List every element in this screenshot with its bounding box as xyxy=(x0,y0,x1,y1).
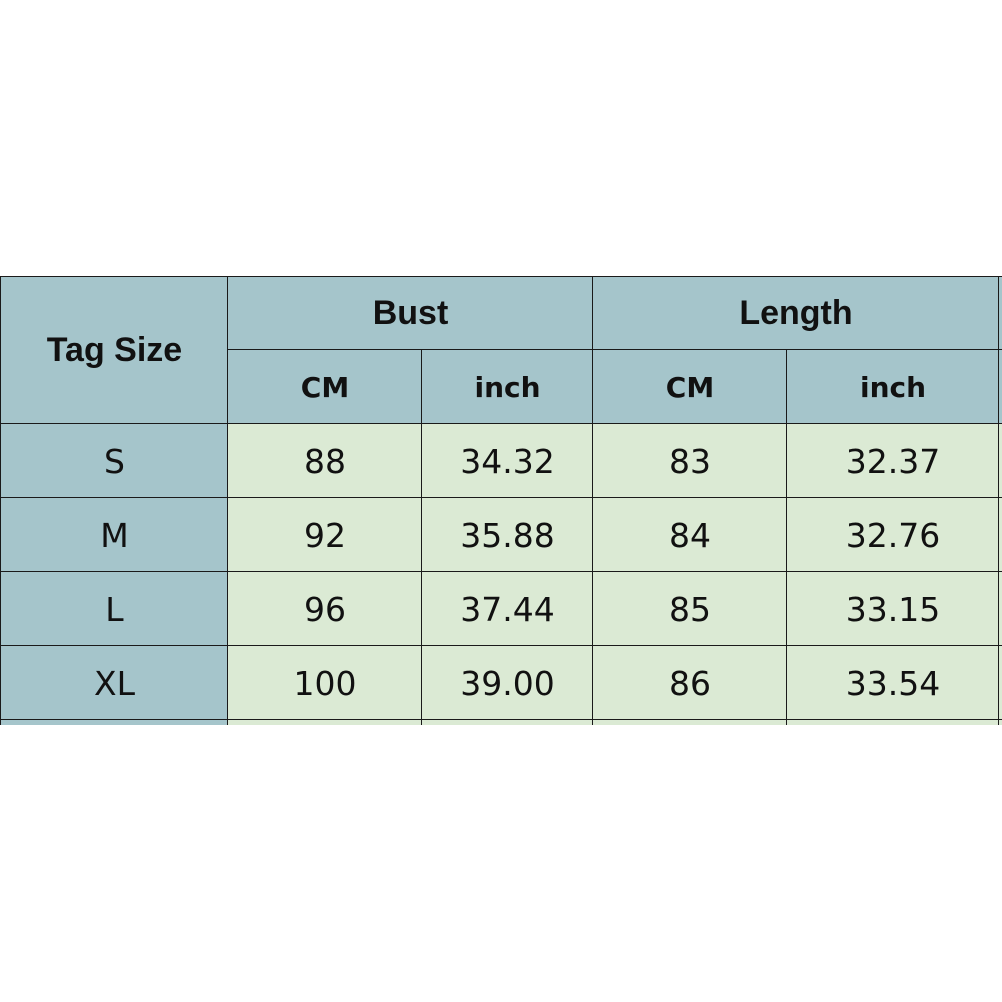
cell-bust-cm xyxy=(227,719,423,725)
cell-extra xyxy=(998,571,1002,647)
header-extra xyxy=(998,349,1002,425)
header-length-inch: inch xyxy=(786,349,1000,425)
header-extra xyxy=(998,276,1002,351)
cell-size: S xyxy=(0,423,229,499)
cell-length-cm: 85 xyxy=(592,571,788,647)
cell-length-cm xyxy=(592,719,788,725)
cell-bust-inch: 39.00 xyxy=(421,645,594,721)
header-length-cm: CM xyxy=(592,349,788,425)
cell-length-cm: 83 xyxy=(592,423,788,499)
cell-bust-inch: 37.44 xyxy=(421,571,594,647)
cell-length-cm: 86 xyxy=(592,645,788,721)
cell-bust-inch xyxy=(421,719,594,725)
header-bust-inch: inch xyxy=(421,349,594,425)
cell-bust-cm: 88 xyxy=(227,423,423,499)
cell-size: XL xyxy=(0,645,229,721)
cell-bust-cm: 100 xyxy=(227,645,423,721)
cell-size: L xyxy=(0,571,229,647)
cell-extra xyxy=(998,719,1002,725)
cell-extra xyxy=(998,423,1002,499)
cell-length-inch xyxy=(786,719,1000,725)
cell-size: M xyxy=(0,497,229,573)
cell-length-cm: 84 xyxy=(592,497,788,573)
cell-bust-cm: 96 xyxy=(227,571,423,647)
cell-length-inch: 33.15 xyxy=(786,571,1000,647)
cell-extra xyxy=(998,645,1002,721)
header-tag-size: Tag Size xyxy=(0,276,229,425)
cell-bust-inch: 35.88 xyxy=(421,497,594,573)
cell-size xyxy=(0,719,229,725)
cell-length-inch: 32.37 xyxy=(786,423,1000,499)
size-chart-table: Tag Size Bust Length CM inch CM inch S 88… xyxy=(0,276,1002,725)
cell-bust-cm: 92 xyxy=(227,497,423,573)
cell-length-inch: 33.54 xyxy=(786,645,1000,721)
cell-length-inch: 32.76 xyxy=(786,497,1000,573)
header-bust: Bust xyxy=(227,276,594,351)
header-bust-cm: CM xyxy=(227,349,423,425)
header-length: Length xyxy=(592,276,1000,351)
cell-bust-inch: 34.32 xyxy=(421,423,594,499)
cell-extra xyxy=(998,497,1002,573)
